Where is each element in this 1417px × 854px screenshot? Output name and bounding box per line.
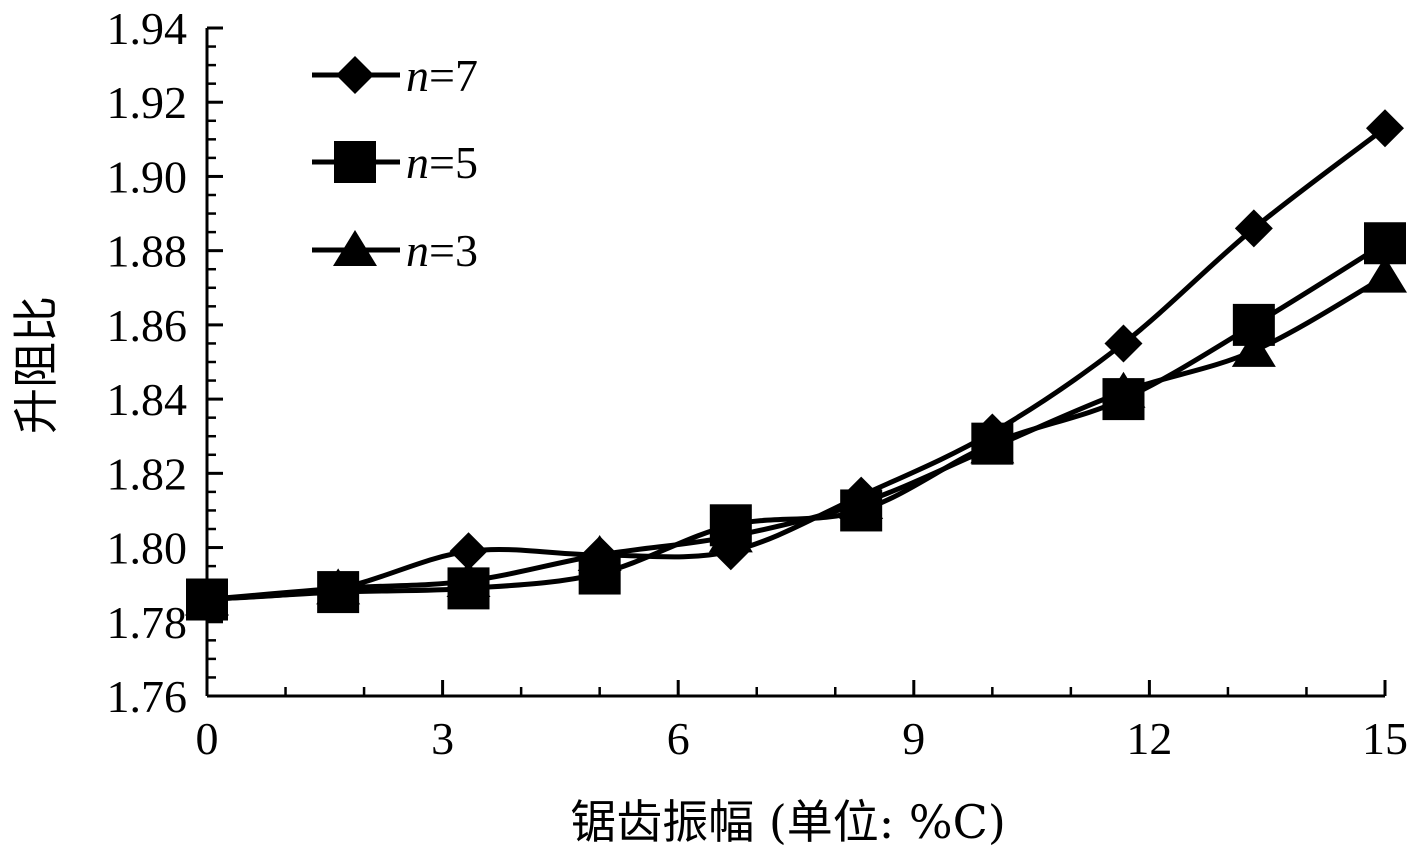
data-point-diamond — [1366, 109, 1404, 148]
y-tick-label: 1.78 — [107, 597, 188, 648]
data-point-diamond — [580, 535, 619, 574]
legend-label: n=5 — [406, 137, 478, 188]
x-tick-label: 3 — [431, 713, 454, 764]
y-tick-label: 1.88 — [107, 226, 188, 277]
data-point-diamond — [842, 476, 881, 515]
data-point-triangle — [1231, 330, 1276, 367]
series-square — [186, 222, 1406, 621]
data-point-diamond — [188, 580, 226, 619]
data-point-triangle — [1363, 256, 1407, 293]
legend-label: n=3 — [406, 225, 478, 276]
y-tick-label: 1.86 — [107, 300, 188, 351]
legend-value: =3 — [429, 225, 478, 276]
data-point-diamond — [973, 413, 1012, 452]
axes: 1.76 1.78 1.80 1.82 1.84 1.86 1.88 1.90 1.92 1.94… — [107, 3, 1409, 764]
legend-variable: n — [406, 137, 429, 188]
data-point-diamond — [1104, 324, 1143, 363]
data-point-diamond — [319, 569, 358, 608]
series-triangle — [185, 256, 1407, 616]
x-axis-title: 锯齿振幅 (单位: %C) — [570, 795, 1006, 849]
y-tick-label: 1.92 — [107, 77, 188, 128]
data-point-square — [1102, 378, 1145, 421]
y-tick-label: 1.84 — [107, 374, 188, 425]
series-diamond — [188, 109, 1404, 619]
data-point-diamond — [449, 532, 488, 571]
data-point-diamond — [1234, 209, 1273, 248]
legend-label: n=7 — [406, 50, 478, 101]
legend-value: =7 — [429, 50, 478, 101]
legend-marker-diamond — [336, 56, 374, 94]
x-tick-label: 12 — [1126, 713, 1172, 764]
legend-value: =5 — [429, 137, 478, 188]
x-tick-label: 15 — [1362, 713, 1408, 764]
x-tick-label: 9 — [902, 713, 925, 764]
x-tick-label: 6 — [667, 713, 690, 764]
series-group — [185, 109, 1407, 621]
series-line — [206, 274, 1387, 603]
data-point-square — [447, 567, 490, 610]
legend: n=7n=5n=3 — [312, 50, 478, 276]
data-point-square — [1364, 222, 1406, 265]
y-tick-label: 1.76 — [107, 671, 188, 722]
data-point-diamond — [711, 532, 750, 571]
y-tick-label: 1.80 — [107, 523, 188, 574]
legend-variable: n — [406, 50, 429, 101]
data-point-square — [1232, 303, 1275, 346]
y-tick-label: 1.90 — [107, 151, 188, 202]
y-tick-label: 1.94 — [107, 3, 188, 54]
legend-variable: n — [406, 225, 429, 276]
legend-marker-square — [334, 141, 376, 183]
legend-marker-triangle — [333, 230, 377, 266]
series-line — [206, 241, 1387, 603]
y-axis-title: 升阻比 — [9, 296, 63, 434]
y-tick-label: 1.82 — [107, 448, 188, 499]
x-tick-label: 0 — [196, 713, 219, 764]
series-line — [206, 126, 1387, 603]
